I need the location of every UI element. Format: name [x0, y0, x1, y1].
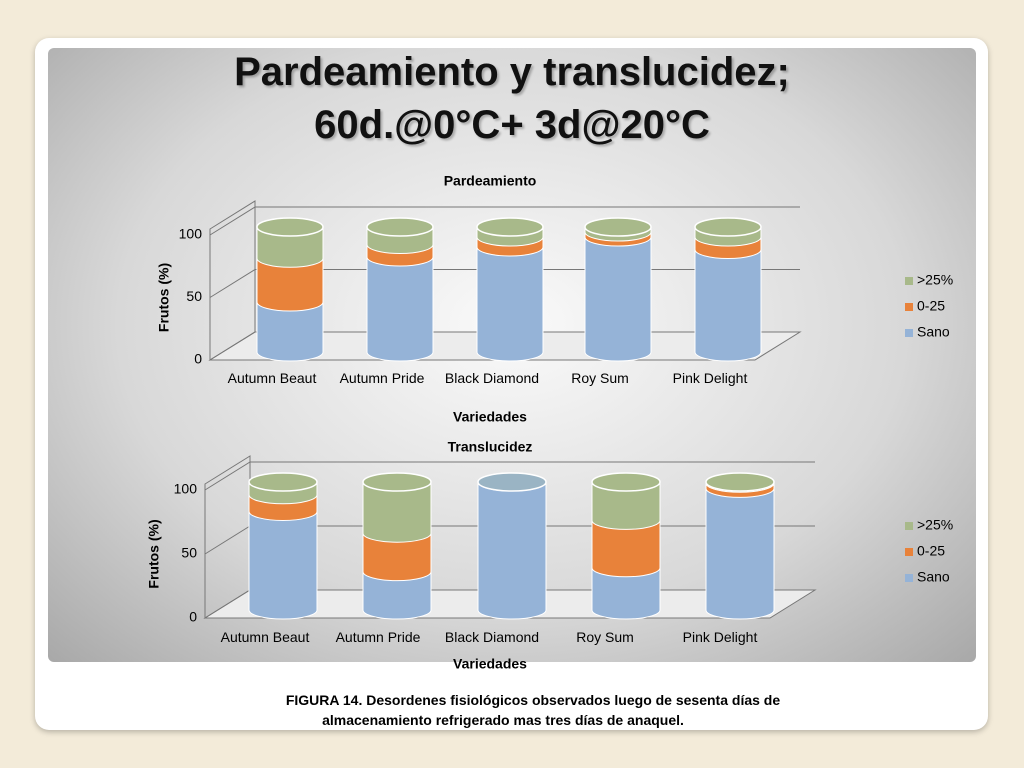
legend-swatch [905, 522, 913, 530]
legend-swatch [905, 574, 913, 582]
chart-title: Translucidez [448, 439, 533, 455]
legend-label: Sano [917, 324, 950, 340]
y-tick-label: 0 [194, 351, 202, 367]
cylinder-top [694, 217, 762, 237]
cylinder-top [476, 217, 544, 237]
y-tick-label: 50 [186, 288, 202, 304]
slide-title: 60d.@0°C+ 3d@20°C [314, 103, 710, 147]
cylinder-top [591, 472, 661, 492]
legend-swatch [905, 277, 913, 285]
caption: FIGURA 14. Desordenes fisiológicos obser… [285, 692, 781, 708]
x-tick-label: Roy Sum [576, 629, 634, 645]
x-tick-label: Black Diamond [444, 370, 540, 386]
y-tick-label: 0 [189, 609, 197, 625]
x-tick-label: Pink Delight [672, 370, 748, 386]
legend-label: >25% [917, 272, 953, 288]
grid-line [204, 461, 815, 491]
legend-swatch [905, 303, 913, 311]
x-tick-label: Autumn Beaut [227, 370, 317, 386]
cylinder-top [477, 472, 547, 492]
caption: almacenamiento refrigerado mas tres días… [322, 712, 684, 728]
x-tick-label: Autumn Pride [339, 370, 425, 386]
x-axis-label: Variedades [453, 656, 527, 672]
cylinder-top [256, 217, 324, 237]
cylinder-top [248, 472, 318, 492]
legend-label: Sano [917, 569, 950, 585]
legend-label: >25% [917, 517, 953, 533]
legend-label: 0-25 [917, 543, 945, 559]
cylinder-top [362, 472, 432, 492]
slide-title: Pardeamiento y translucidez; [234, 50, 790, 94]
chart-title: Pardeamiento [444, 173, 537, 189]
y-axis-label: Frutos (%) [146, 519, 162, 588]
legend-label: 0-25 [917, 298, 945, 314]
grid-line [209, 206, 800, 236]
x-tick-label: Black Diamond [444, 629, 540, 645]
y-tick-label: 50 [181, 545, 197, 561]
x-axis-label: Variedades [453, 409, 527, 425]
x-tick-label: Roy Sum [571, 370, 629, 386]
y-tick-label: 100 [174, 481, 198, 497]
y-tick-label: 100 [179, 226, 203, 242]
cylinder-segment [477, 472, 547, 620]
y-axis-label: Frutos (%) [156, 263, 172, 332]
x-tick-label: Autumn Beaut [220, 629, 310, 645]
x-tick-label: Pink Delight [682, 629, 758, 645]
cylinder-segment [584, 227, 652, 362]
cylinder-top [366, 217, 434, 237]
legend-swatch [905, 548, 913, 556]
cylinder-top [584, 217, 652, 237]
legend-swatch [905, 329, 913, 337]
cylinder-segment [705, 478, 775, 620]
x-tick-label: Autumn Pride [335, 629, 421, 645]
cylinder-top [705, 472, 775, 492]
